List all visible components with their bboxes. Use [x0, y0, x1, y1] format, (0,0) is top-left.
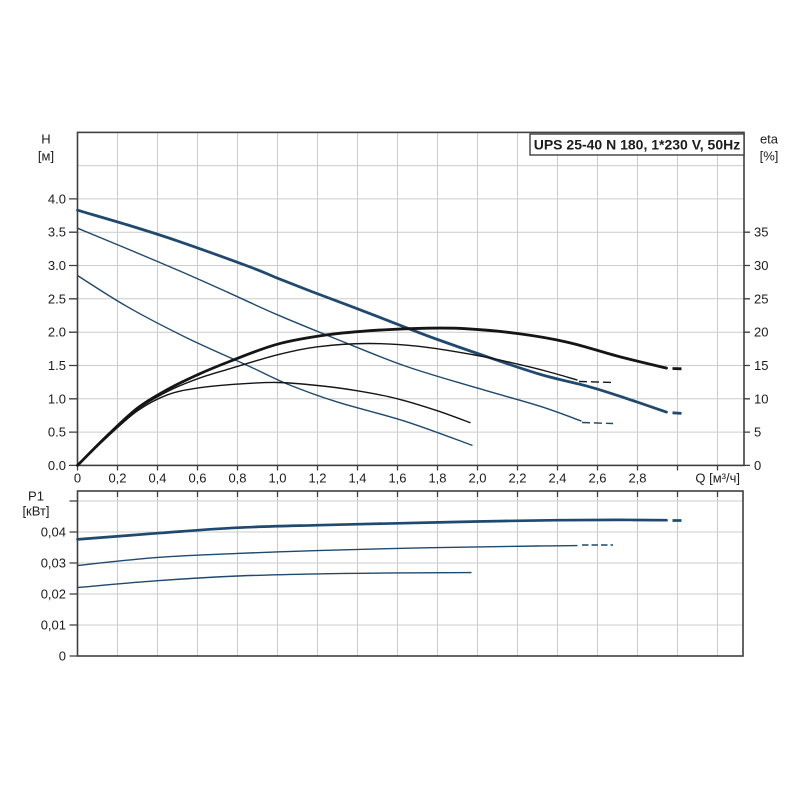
- svg-text:1.0: 1.0: [48, 391, 66, 406]
- svg-text:20: 20: [754, 325, 768, 340]
- svg-text:5: 5: [754, 425, 761, 440]
- svg-text:0,04: 0,04: [41, 525, 66, 540]
- svg-text:0,2: 0,2: [108, 471, 126, 486]
- svg-text:2,4: 2,4: [548, 471, 566, 486]
- svg-text:0,4: 0,4: [148, 471, 166, 486]
- svg-text:[м]: [м]: [38, 149, 54, 164]
- svg-text:3.0: 3.0: [48, 258, 66, 273]
- svg-text:2,6: 2,6: [588, 471, 606, 486]
- svg-text:3.5: 3.5: [48, 225, 66, 240]
- svg-text:0,03: 0,03: [41, 556, 66, 571]
- svg-text:0,02: 0,02: [41, 587, 66, 602]
- svg-text:[кВт]: [кВт]: [22, 504, 49, 519]
- svg-text:25: 25: [754, 291, 768, 306]
- svg-text:1,6: 1,6: [388, 471, 406, 486]
- svg-text:10: 10: [754, 391, 768, 406]
- svg-text:[%]: [%]: [760, 149, 779, 164]
- svg-text:H: H: [41, 132, 50, 147]
- svg-text:2.0: 2.0: [48, 325, 66, 340]
- svg-text:0.5: 0.5: [48, 425, 66, 440]
- svg-text:0,6: 0,6: [188, 471, 206, 486]
- svg-text:0,8: 0,8: [228, 471, 246, 486]
- svg-text:0,01: 0,01: [41, 618, 66, 633]
- svg-text:1.5: 1.5: [48, 358, 66, 373]
- svg-text:4.0: 4.0: [48, 191, 66, 206]
- svg-text:1,0: 1,0: [268, 471, 286, 486]
- svg-text:0: 0: [754, 458, 761, 473]
- svg-text:2.5: 2.5: [48, 291, 66, 306]
- svg-text:1,8: 1,8: [428, 471, 446, 486]
- svg-text:35: 35: [754, 225, 768, 240]
- svg-text:0.0: 0.0: [48, 458, 66, 473]
- svg-text:2,8: 2,8: [628, 471, 646, 486]
- svg-text:2,2: 2,2: [508, 471, 526, 486]
- svg-text:eta: eta: [760, 132, 779, 147]
- svg-text:P1: P1: [28, 489, 44, 504]
- svg-text:30: 30: [754, 258, 768, 273]
- svg-text:UPS 25-40 N 180, 1*230 V, 50Hz: UPS 25-40 N 180, 1*230 V, 50Hz: [534, 137, 741, 153]
- svg-text:15: 15: [754, 358, 768, 373]
- svg-text:1,4: 1,4: [348, 471, 366, 486]
- svg-text:Q [м³/ч]: Q [м³/ч]: [695, 471, 740, 486]
- svg-text:0: 0: [59, 649, 66, 664]
- svg-text:2,0: 2,0: [468, 471, 486, 486]
- svg-text:0: 0: [74, 471, 81, 486]
- svg-text:1,2: 1,2: [308, 471, 326, 486]
